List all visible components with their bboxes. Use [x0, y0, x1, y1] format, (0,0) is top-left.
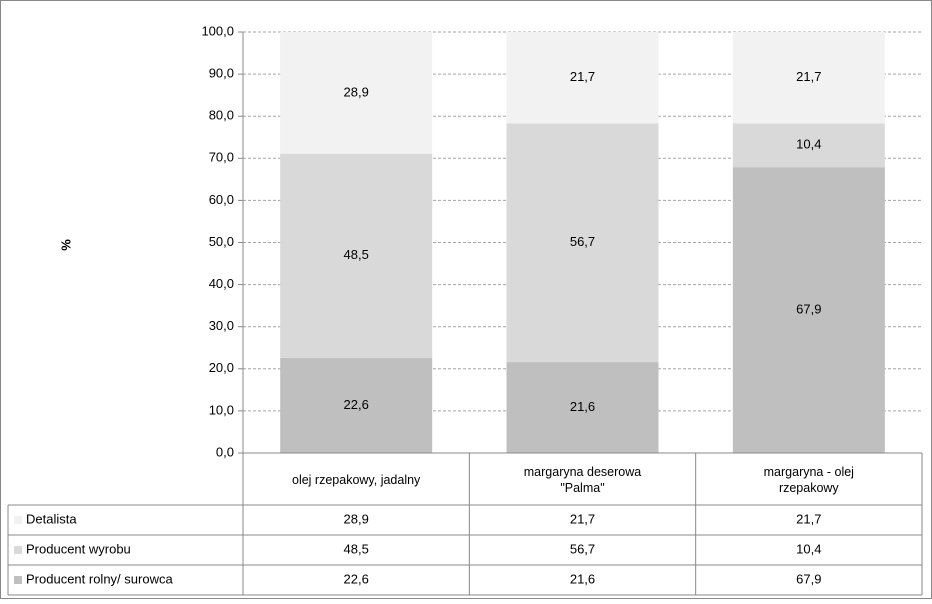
table-value: 21,6	[570, 571, 595, 586]
table-value: 48,5	[344, 541, 369, 556]
y-axis-label: %	[58, 239, 73, 251]
legend-key	[14, 546, 22, 554]
data-label: 21,6	[570, 399, 595, 414]
data-label: 21,7	[796, 69, 821, 84]
category-cell: olej rzepakowy, jadalny	[292, 473, 421, 487]
bar-segment	[280, 357, 433, 453]
y-tick-label: 100,0	[201, 23, 234, 38]
legend-key	[14, 576, 22, 584]
data-label: 48,5	[344, 247, 369, 262]
category-cell: margaryna deserowa "Palma"	[523, 465, 642, 495]
y-tick-label: 0,0	[216, 444, 234, 459]
y-tick-label: 50,0	[209, 234, 234, 249]
y-tick-label: 70,0	[209, 150, 234, 165]
bar-segment	[506, 32, 659, 124]
data-label: 28,9	[344, 84, 369, 99]
y-tick-label: 90,0	[209, 66, 234, 81]
y-tick-label: 20,0	[209, 360, 234, 375]
table-value: 21,7	[796, 511, 821, 526]
legend-key	[14, 516, 22, 524]
legend-label: Detalista	[26, 511, 77, 526]
y-tick-label: 60,0	[209, 192, 234, 207]
y-tick-label: 10,0	[209, 402, 234, 417]
bar-segment	[280, 32, 433, 154]
x-tick-label: olej rzepakowy, jadalny	[292, 473, 421, 487]
bar-segment	[732, 123, 885, 168]
data-label: 21,7	[570, 69, 595, 84]
table-value: 22,6	[344, 571, 369, 586]
y-tick-label: 40,0	[209, 276, 234, 291]
table-value: 56,7	[570, 541, 595, 556]
table-value: 28,9	[344, 511, 369, 526]
data-label: 56,7	[570, 234, 595, 249]
bar-segment	[506, 362, 659, 453]
table-value: 10,4	[796, 541, 821, 556]
legend-label: Producent wyrobu	[26, 541, 131, 556]
bar-segment	[732, 167, 885, 454]
bar-segment	[506, 123, 659, 363]
data-label: 67,9	[796, 302, 821, 317]
bar-segment	[732, 32, 885, 124]
y-tick-label: 80,0	[209, 108, 234, 123]
x-tick-label: margaryna deserowa "Palma"	[523, 465, 642, 495]
category-cell: margaryna - olej rzepakowy	[763, 465, 854, 495]
x-tick-label: margaryna - olej rzepakowy	[763, 465, 854, 495]
table-value: 67,9	[796, 571, 821, 586]
data-label: 22,6	[344, 397, 369, 412]
table-value: 21,7	[570, 511, 595, 526]
y-tick-label: 30,0	[209, 318, 234, 333]
data-label: 10,4	[796, 137, 821, 152]
bar-segment	[280, 153, 433, 358]
legend-label: Producent rolny/ surowca	[26, 571, 173, 586]
